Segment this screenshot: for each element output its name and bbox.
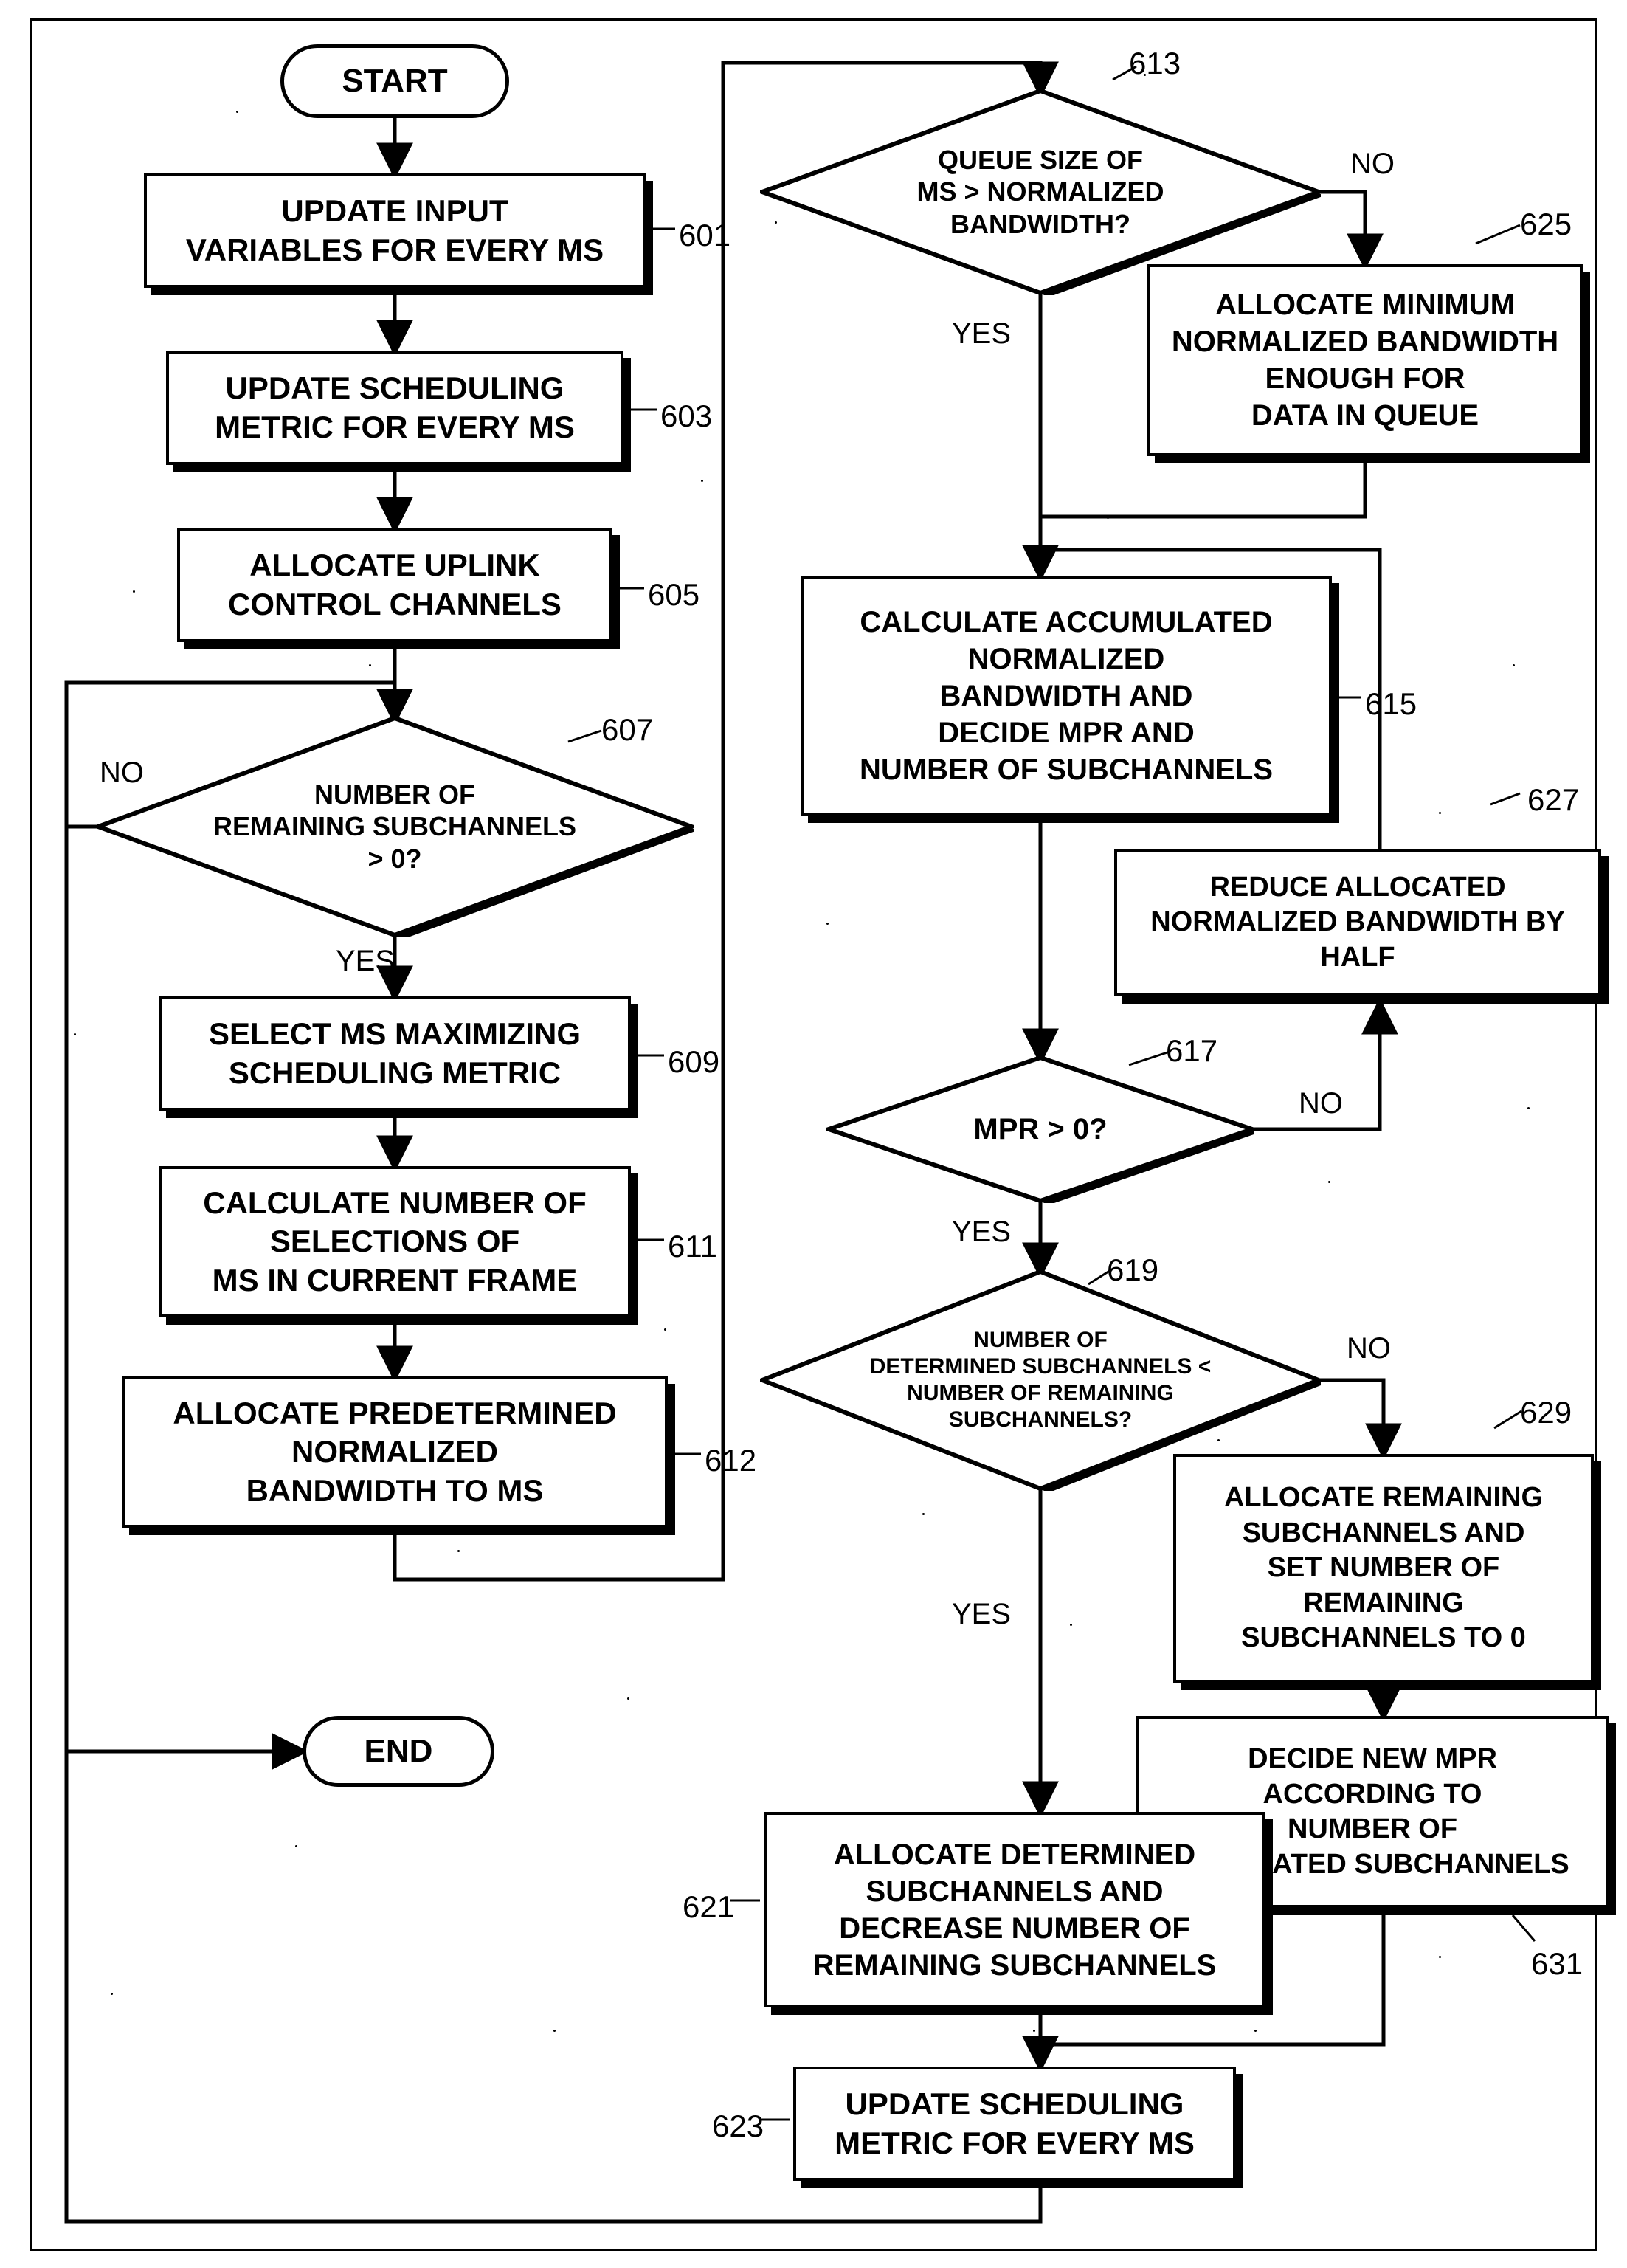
ref-603: 603 (660, 399, 712, 434)
process-625-label: ALLOCATE MINIMUMNORMALIZED BANDWIDTHENOU… (1172, 286, 1558, 434)
process-621-label: ALLOCATE DETERMINEDSUBCHANNELS ANDDECREA… (813, 1836, 1217, 1984)
label-613-yes: YES (952, 317, 1011, 351)
decision-607-label: NUMBER OFREMAINING SUBCHANNELS> 0? (213, 779, 576, 875)
ref-625: 625 (1520, 207, 1572, 242)
ref-607: 607 (601, 712, 653, 748)
ref-629: 629 (1520, 1395, 1572, 1430)
terminal-start: START (280, 44, 509, 118)
ref-613: 613 (1129, 46, 1181, 81)
process-623: UPDATE SCHEDULINGMETRIC FOR EVERY MS (793, 2067, 1236, 2181)
decision-613-label: QUEUE SIZE OFMS > NORMALIZEDBANDWIDTH? (916, 144, 1164, 240)
process-609-label: SELECT MS MAXIMIZINGSCHEDULING METRIC (209, 1015, 581, 1092)
process-603-label: UPDATE SCHEDULINGMETRIC FOR EVERY MS (215, 369, 575, 447)
label-607-no: NO (100, 756, 144, 790)
terminal-start-label: START (342, 63, 447, 100)
ref-609: 609 (668, 1044, 719, 1080)
process-625: ALLOCATE MINIMUMNORMALIZED BANDWIDTHENOU… (1147, 264, 1583, 456)
decision-607: NUMBER OFREMAINING SUBCHANNELS> 0? (96, 716, 694, 937)
ref-615: 615 (1365, 686, 1417, 722)
ref-605: 605 (648, 577, 699, 613)
flowchart-canvas: START UPDATE INPUTVARIABLES FOR EVERY MS… (0, 0, 1627, 2268)
process-615: CALCULATE ACCUMULATEDNORMALIZEDBANDWIDTH… (801, 576, 1332, 816)
ref-617: 617 (1166, 1033, 1217, 1069)
process-601: UPDATE INPUTVARIABLES FOR EVERY MS (144, 173, 646, 288)
decision-617-label: MPR > 0? (973, 1111, 1107, 1147)
process-615-label: CALCULATE ACCUMULATEDNORMALIZEDBANDWIDTH… (860, 604, 1273, 788)
decision-619-label: NUMBER OFDETERMINED SUBCHANNELS <NUMBER … (870, 1327, 1212, 1433)
ref-619: 619 (1107, 1252, 1158, 1288)
process-609: SELECT MS MAXIMIZINGSCHEDULING METRIC (159, 996, 631, 1111)
ref-611: 611 (668, 1229, 717, 1264)
process-627: REDUCE ALLOCATEDNORMALIZED BANDWIDTH BYH… (1114, 849, 1601, 996)
label-619-yes: YES (952, 1598, 1011, 1631)
label-613-no: NO (1350, 148, 1395, 181)
process-623-label: UPDATE SCHEDULINGMETRIC FOR EVERY MS (835, 2085, 1195, 2162)
process-612-label: ALLOCATE PREDETERMINEDNORMALIZEDBANDWIDT… (173, 1394, 616, 1511)
ref-621: 621 (683, 1889, 734, 1925)
label-617-no: NO (1299, 1087, 1343, 1120)
terminal-end-label: END (365, 1733, 433, 1770)
process-605-label: ALLOCATE UPLINKCONTROL CHANNELS (228, 546, 562, 624)
ref-612: 612 (705, 1443, 756, 1478)
terminal-end: END (303, 1716, 494, 1787)
process-627-label: REDUCE ALLOCATEDNORMALIZED BANDWIDTH BYH… (1150, 870, 1565, 976)
label-619-no: NO (1347, 1332, 1391, 1365)
label-617-yes: YES (952, 1216, 1011, 1249)
ref-601: 601 (679, 218, 730, 253)
process-621: ALLOCATE DETERMINEDSUBCHANNELS ANDDECREA… (764, 1812, 1265, 2007)
process-611: CALCULATE NUMBER OFSELECTIONS OFMS IN CU… (159, 1166, 631, 1317)
label-607-yes: YES (336, 945, 395, 978)
process-601-label: UPDATE INPUTVARIABLES FOR EVERY MS (186, 192, 604, 269)
process-611-label: CALCULATE NUMBER OFSELECTIONS OFMS IN CU… (203, 1184, 587, 1300)
ref-623: 623 (712, 2109, 764, 2144)
process-612: ALLOCATE PREDETERMINEDNORMALIZEDBANDWIDT… (122, 1376, 668, 1528)
ref-627: 627 (1527, 782, 1579, 818)
process-605: ALLOCATE UPLINKCONTROL CHANNELS (177, 528, 612, 642)
process-629-label: ALLOCATE REMAININGSUBCHANNELS ANDSET NUM… (1224, 1481, 1543, 1656)
decision-617: MPR > 0? (826, 1055, 1254, 1203)
process-603: UPDATE SCHEDULINGMETRIC FOR EVERY MS (166, 351, 623, 465)
process-629: ALLOCATE REMAININGSUBCHANNELS ANDSET NUM… (1173, 1454, 1594, 1683)
ref-631: 631 (1531, 1946, 1583, 1982)
